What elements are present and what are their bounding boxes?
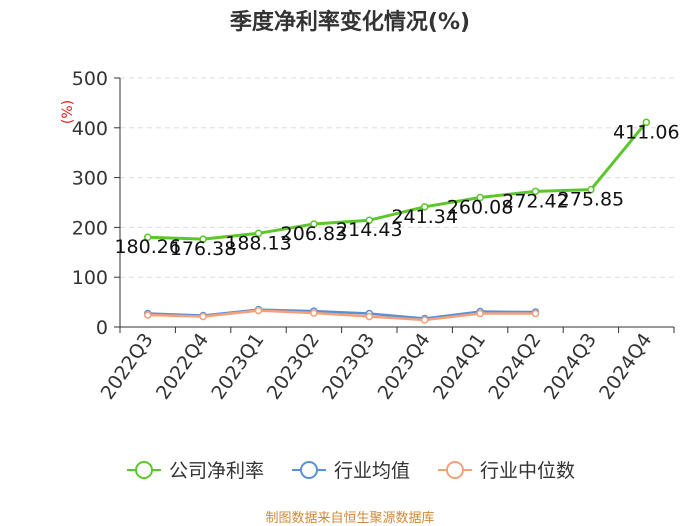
x-tick-label: 2024Q3	[540, 329, 601, 403]
data-label: 275.85	[558, 189, 624, 211]
data-point	[365, 216, 374, 224]
data-point	[254, 229, 263, 238]
data-point	[420, 203, 429, 211]
data-label: 272.42	[502, 190, 568, 212]
data-point	[420, 316, 429, 324]
x-tick-label: 2024Q4	[595, 329, 656, 403]
data-label: 241.34	[391, 206, 457, 228]
x-tick-label: 2023Q2	[263, 329, 324, 403]
data-point	[642, 118, 651, 127]
y-tick-label: 500	[72, 68, 108, 90]
data-source-note: 制图数据来自恒生聚源数据库	[265, 511, 435, 526]
legend-marker-icon	[438, 460, 472, 479]
data-point	[254, 306, 263, 315]
series	[143, 118, 651, 324]
y-tick-label: 300	[72, 168, 108, 190]
y-tick-label: 400	[72, 118, 108, 140]
data-label: 176.38	[170, 238, 236, 260]
data-point	[531, 187, 540, 196]
data-labels: 180.26176.38188.13206.83214.43241.34260.…	[114, 121, 679, 260]
x-tick-label: 2022Q3	[97, 329, 158, 403]
data-label: 188.13	[225, 232, 291, 254]
data-point	[365, 312, 374, 321]
series-line	[147, 309, 536, 322]
legend-item-industry-mean[interactable]: 行业均值	[290, 456, 410, 483]
legend-item-company[interactable]: 公司净利率	[125, 456, 264, 483]
x-tick-label: 2023Q3	[318, 329, 379, 403]
legend-label: 公司净利率	[168, 460, 264, 482]
data-label: 260.08	[447, 196, 513, 218]
legend-marker-icon	[126, 460, 161, 479]
data-point	[476, 309, 484, 318]
y-tick-label: 0	[96, 317, 108, 339]
y-tick-label: 200	[72, 217, 108, 239]
data-point	[199, 235, 207, 243]
data-point	[143, 311, 152, 319]
grid-lines	[120, 77, 674, 278]
data-point	[310, 309, 318, 317]
legend-marker-icon	[291, 460, 326, 479]
data-label: 180.26	[114, 236, 180, 258]
y-axis-label: (%)	[60, 100, 76, 124]
x-tick-label: 2024Q2	[484, 329, 545, 403]
data-point	[143, 233, 152, 241]
legend-label: 行业均值	[333, 460, 410, 482]
x-tick-label: 2022Q4	[152, 329, 213, 403]
x-tick-label: 2024Q1	[429, 329, 490, 403]
legend-label: 行业中位数	[480, 460, 576, 482]
data-point	[476, 193, 484, 202]
data-point	[310, 220, 318, 228]
x-tick-label: 2023Q4	[374, 329, 435, 403]
data-label: 206.83	[281, 223, 347, 245]
data-point	[531, 309, 540, 318]
legend: 公司净利率 行业均值 行业中位数	[0, 456, 700, 483]
data-label: 411.06	[613, 121, 679, 143]
series-line	[147, 121, 648, 241]
x-tick-label: 2023Q1	[207, 329, 268, 403]
legend-item-industry-median[interactable]: 行业中位数	[436, 456, 575, 483]
y-tick-label: 100	[72, 267, 108, 289]
data-point	[199, 312, 207, 321]
data-point	[587, 185, 595, 194]
chart-title: 季度净利率变化情况(%)	[229, 10, 471, 35]
data-label: 214.43	[336, 219, 402, 241]
